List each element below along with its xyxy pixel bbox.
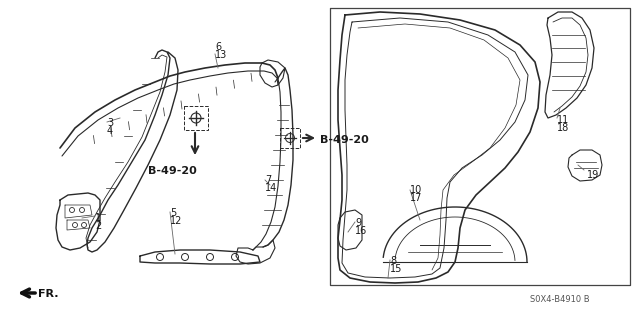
Text: S0X4-B4910 B: S0X4-B4910 B (530, 295, 589, 305)
Text: FR.: FR. (38, 289, 58, 299)
Text: 4: 4 (107, 126, 113, 136)
Text: 2: 2 (95, 221, 101, 231)
Text: 18: 18 (557, 123, 569, 133)
Text: 15: 15 (390, 264, 403, 274)
Text: 10: 10 (410, 185, 422, 195)
Text: 14: 14 (265, 183, 277, 193)
Text: 7: 7 (265, 175, 271, 185)
Text: 12: 12 (170, 216, 182, 226)
Text: 3: 3 (107, 118, 113, 128)
Text: 17: 17 (410, 193, 422, 203)
Text: 8: 8 (390, 256, 396, 266)
Text: B-49-20: B-49-20 (148, 166, 196, 176)
Text: B-49-20: B-49-20 (320, 135, 369, 145)
Text: 19: 19 (587, 170, 599, 180)
Text: 11: 11 (557, 115, 569, 125)
Text: 5: 5 (170, 208, 176, 218)
Text: 9: 9 (355, 218, 361, 228)
Text: 16: 16 (355, 226, 367, 236)
Text: 13: 13 (215, 50, 227, 60)
Text: 1: 1 (95, 213, 101, 223)
Text: 6: 6 (215, 42, 221, 52)
